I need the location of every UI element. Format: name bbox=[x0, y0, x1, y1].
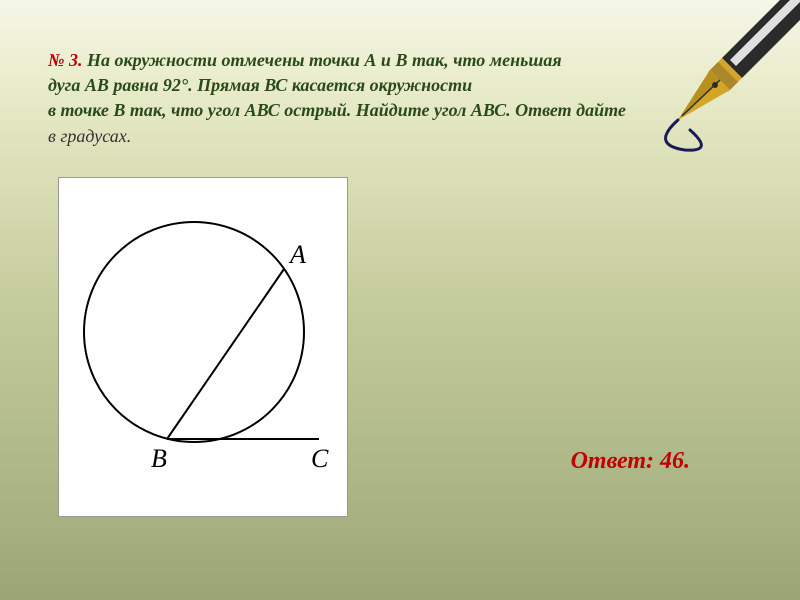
svg-text:C: C bbox=[311, 444, 329, 473]
diagram-container: A B C bbox=[58, 177, 348, 517]
problem-number: № 3. bbox=[48, 50, 82, 70]
problem-line-3: в точке В так, что угол АВС острый. Найд… bbox=[48, 100, 626, 120]
geometry-diagram: A B C bbox=[59, 177, 347, 517]
answer-label: Ответ: bbox=[571, 448, 654, 474]
problem-line-1: На окружности отмечены точки А и В так, … bbox=[82, 50, 561, 70]
problem-line-4: в градусах. bbox=[48, 126, 131, 146]
answer-value: 46. bbox=[654, 448, 690, 474]
svg-text:A: A bbox=[288, 240, 306, 269]
answer: Ответ: 46. bbox=[571, 448, 690, 475]
problem-text: № 3. На окружности отмечены точки А и В … bbox=[48, 48, 760, 149]
problem-line-2: дуга АВ равна 92°. Прямая ВС касается ок… bbox=[48, 75, 472, 95]
svg-text:B: B bbox=[151, 444, 167, 473]
